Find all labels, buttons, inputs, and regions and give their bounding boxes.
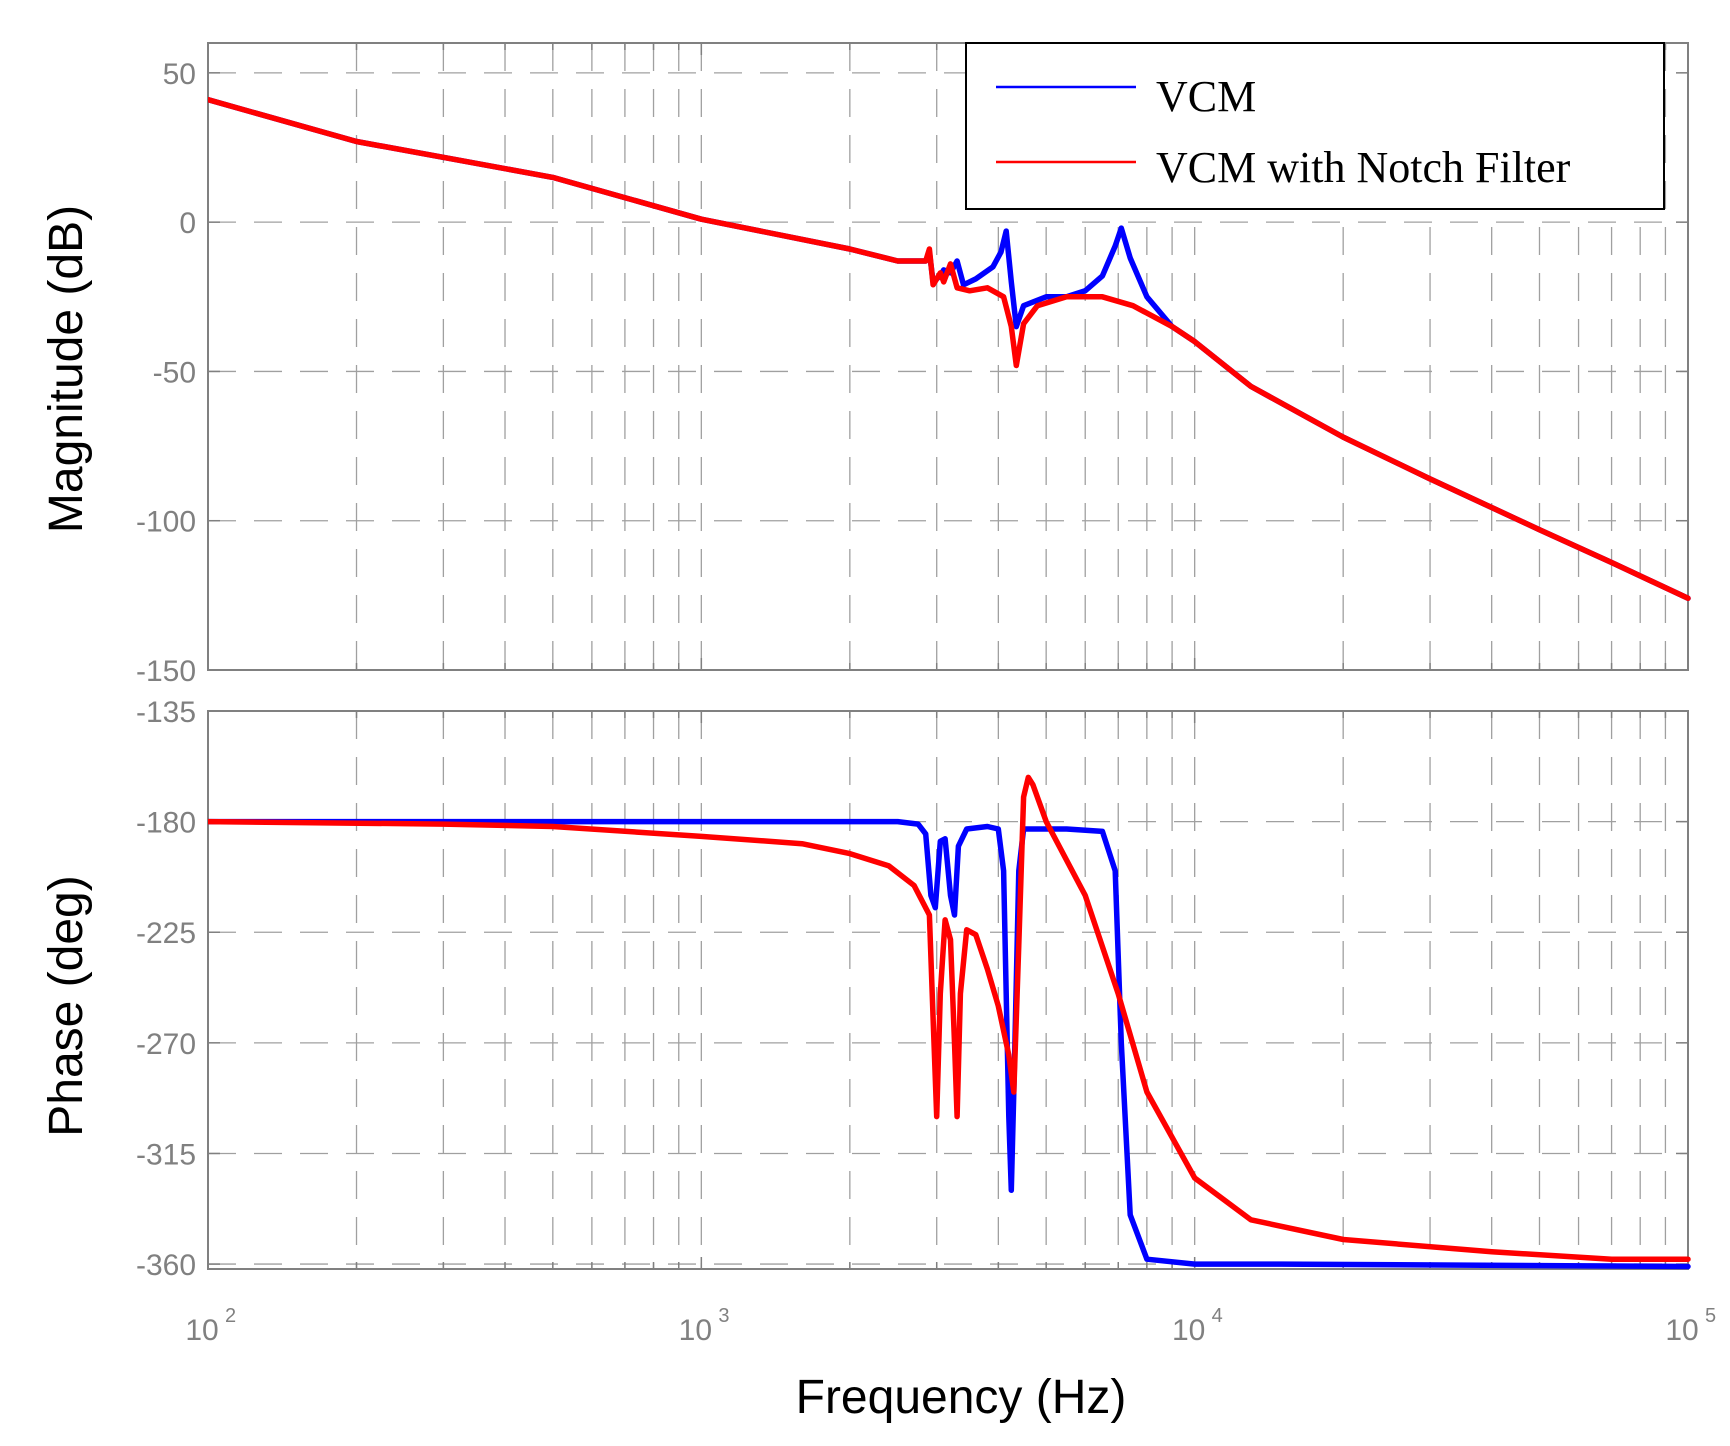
- y-tick-label: -135: [136, 696, 196, 729]
- phase-axis-label: Phase (deg): [40, 875, 93, 1137]
- series-line-vcm: [208, 818, 1691, 1270]
- y-tick-label: -360: [136, 1249, 196, 1282]
- x-tick-label-exponent: 3: [718, 1305, 729, 1327]
- legend-entry-vcm-notch: VCM with Notch Filter: [1156, 143, 1571, 192]
- phase-subplot: -135 -180 -225 -270 -315 -360: [136, 696, 1691, 1282]
- plot-frame: [207, 42, 1689, 671]
- y-tick-label: -225: [136, 917, 196, 950]
- legend-entry-vcm: VCM: [1156, 72, 1256, 121]
- legend: VCM VCM with Notch Filter: [965, 42, 1665, 210]
- y-tick-label: -100: [136, 506, 196, 539]
- x-tick-label-base: 10: [1172, 1314, 1205, 1347]
- x-tick-label-exponent: 4: [1212, 1305, 1223, 1327]
- magnitude-subplot: 50 0 -50 -100 -150: [136, 42, 1691, 688]
- series-line-vcm-notch: [208, 96, 1691, 602]
- y-tick-label: -180: [136, 807, 196, 840]
- y-tick-label: 50: [163, 58, 196, 91]
- y-tick-label: -315: [136, 1138, 196, 1171]
- x-tick-label-base: 10: [1665, 1314, 1698, 1347]
- x-tick-label-exponent: 5: [1705, 1305, 1716, 1327]
- x-tick-label-exponent: 2: [225, 1305, 236, 1327]
- magnitude-axis-label: Magnitude (dB): [40, 205, 93, 533]
- x-tick-label-base: 10: [185, 1314, 218, 1347]
- plot-frame: [207, 710, 1689, 1270]
- y-tick-label: 0: [179, 207, 196, 240]
- x-axis-label: Frequency (Hz): [796, 1371, 1127, 1424]
- y-tick-label: -150: [136, 655, 196, 688]
- x-tick-label-base: 10: [679, 1314, 712, 1347]
- legend-box: [965, 42, 1665, 210]
- x-tick-labels: 10 2 10 3 10 4 10 5: [185, 1305, 1716, 1347]
- series-line-vcm-notch: [208, 774, 1691, 1262]
- y-tick-label: -270: [136, 1028, 196, 1061]
- y-tick-label: -50: [153, 356, 196, 389]
